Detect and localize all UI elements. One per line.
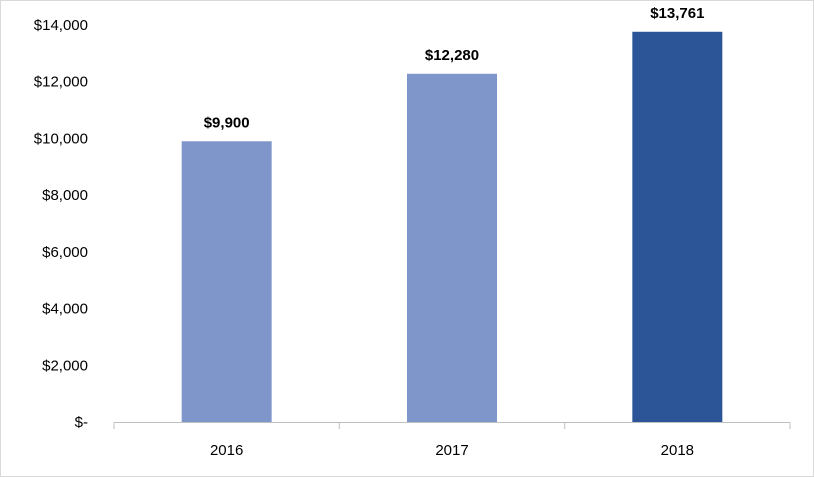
x-tick-label: 2016 (210, 442, 243, 459)
y-axis-ticks: $- $2,000 $4,000 $6,000 $8,000 $10,000 $12,000… (34, 17, 88, 431)
data-label: $12,280 (425, 47, 479, 64)
bar-2018 (632, 31, 723, 423)
x-axis-labels: 2016 2017 2018 (210, 442, 694, 459)
data-labels-group: $9,900 $12,280 $13,761 (204, 5, 705, 131)
data-label: $13,761 (650, 5, 704, 22)
y-tick-label: $2,000 (42, 357, 88, 374)
y-tick-label: $10,000 (34, 130, 88, 147)
x-tick-label: 2017 (435, 442, 468, 459)
bar-2016 (181, 141, 272, 422)
y-tick-label: $- (75, 414, 88, 431)
bar-2017 (407, 73, 497, 422)
y-tick-label: $4,000 (42, 301, 88, 318)
x-axis-tick-marks (113, 422, 791, 429)
y-tick-label: $14,000 (34, 17, 88, 34)
y-tick-label: $6,000 (42, 244, 88, 261)
bars-group (181, 31, 723, 423)
y-tick-label: $8,000 (42, 187, 88, 204)
data-label: $9,900 (204, 114, 250, 131)
x-tick-label: 2018 (661, 442, 694, 459)
y-tick-label: $12,000 (34, 74, 88, 91)
